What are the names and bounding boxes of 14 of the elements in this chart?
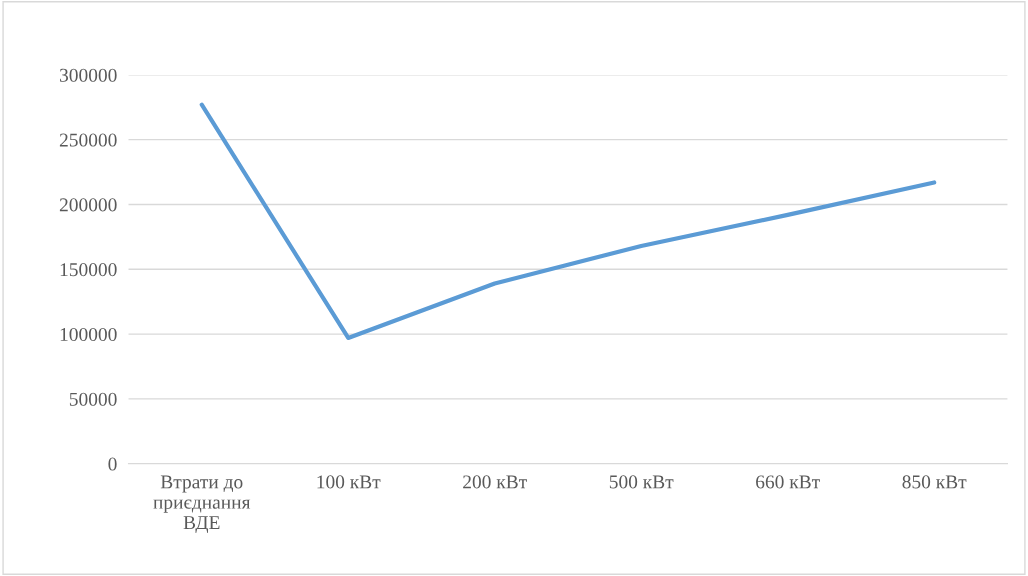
x-tick-label: 200 кВт xyxy=(463,475,527,489)
x-tick-label: 100 кВт xyxy=(317,475,381,489)
x-tick-label: 500 кВт xyxy=(609,475,674,489)
y-tick-label: 50000 xyxy=(69,392,117,406)
y-tick-label: 250000 xyxy=(59,133,117,147)
y-tick-label: 0 xyxy=(108,457,117,471)
x-tick-label: 660 кВт xyxy=(756,475,820,489)
line-series xyxy=(199,102,937,341)
y-tick-label: 100000 xyxy=(60,327,117,342)
x-tick-label: Втрати до приєднання ВДЕ xyxy=(153,475,251,534)
y-tick-label: 150000 xyxy=(60,263,117,277)
y-tick-label: 300000 xyxy=(59,68,117,82)
y-tick-label: 200000 xyxy=(59,198,117,212)
x-tick-label: 850 кВт xyxy=(902,475,967,489)
